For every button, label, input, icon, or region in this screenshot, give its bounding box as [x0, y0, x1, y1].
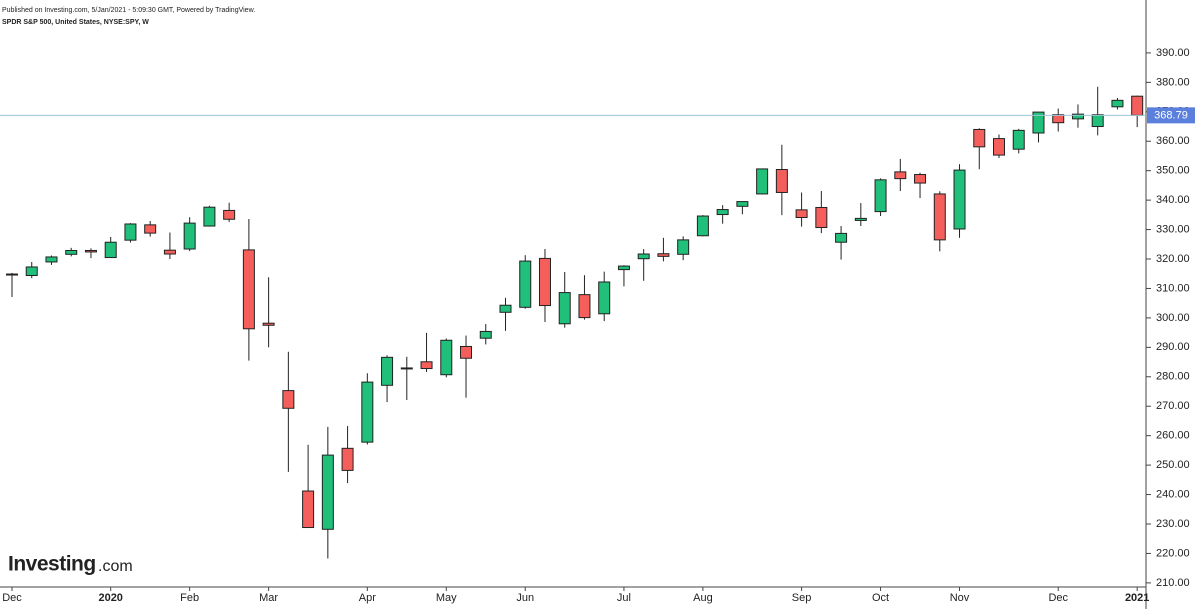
candle-body — [242, 249, 255, 330]
candle-body — [558, 292, 571, 325]
candle-body — [993, 138, 1005, 156]
candle-body — [1032, 111, 1045, 134]
candle-body — [874, 179, 887, 213]
x-tick-label: Aug — [693, 592, 713, 604]
x-tick-label: 2021 — [1125, 592, 1149, 604]
candle-body — [736, 201, 749, 207]
candle-body — [321, 454, 334, 530]
logo-suffix: .com — [98, 558, 133, 575]
candle-body — [282, 390, 295, 409]
candle-body — [677, 239, 690, 255]
candle-body — [1052, 114, 1065, 124]
y-tick-label: 210.00 — [1156, 577, 1190, 589]
x-tick-label: Feb — [180, 592, 199, 604]
candle-body — [124, 223, 137, 241]
y-tick-label: 290.00 — [1156, 341, 1190, 353]
candle-body — [84, 249, 97, 253]
candle-body — [499, 304, 512, 313]
candle-body — [835, 232, 848, 243]
candle-body — [6, 273, 18, 276]
candle-body — [420, 361, 433, 370]
candle-body — [637, 253, 650, 260]
candle-body — [302, 490, 315, 529]
candle-body — [914, 174, 927, 184]
candle-body — [657, 253, 670, 257]
y-tick-label: 340.00 — [1156, 194, 1190, 206]
candle-body — [696, 215, 709, 237]
candle-body — [756, 168, 769, 195]
x-tick-label: Dec — [1048, 592, 1068, 604]
candle-body — [795, 209, 808, 218]
candle-body — [381, 356, 394, 386]
candle-body — [400, 367, 413, 370]
candle-body — [854, 217, 867, 221]
y-tick-label: 310.00 — [1156, 282, 1190, 294]
candle-body — [65, 249, 78, 255]
candle-body — [815, 206, 828, 229]
candle-body — [223, 209, 236, 220]
x-tick-label: Nov — [950, 592, 970, 604]
candle-body — [144, 224, 157, 234]
logo: Investing .com — [8, 553, 133, 576]
candle-body — [479, 330, 492, 339]
candle-body — [104, 241, 117, 259]
x-tick-label: Sep — [792, 592, 812, 604]
x-tick-label: Jun — [516, 592, 534, 604]
candle-body — [598, 281, 611, 315]
x-tick-label: May — [436, 592, 457, 604]
y-tick-label: 380.00 — [1156, 76, 1190, 88]
x-tick-label: 2020 — [98, 592, 122, 604]
candle-body — [894, 171, 907, 180]
x-tick-label: Oct — [872, 592, 889, 604]
candle-body — [440, 339, 453, 376]
candle-body — [617, 265, 630, 271]
candle-body — [973, 128, 986, 148]
y-tick-label: 390.00 — [1156, 47, 1190, 59]
candle-body — [460, 345, 473, 359]
x-tick-label: Jul — [617, 592, 631, 604]
last-price-box — [1147, 107, 1195, 124]
y-tick-label: 350.00 — [1156, 165, 1190, 177]
candle-body — [361, 381, 374, 443]
y-tick-label: 320.00 — [1156, 253, 1190, 265]
last-price-label: 368.79 — [1154, 109, 1188, 121]
candle-body — [775, 169, 788, 193]
candle-body — [933, 193, 946, 241]
candle-body — [953, 169, 966, 230]
candle-body — [1071, 113, 1084, 120]
candle-body — [538, 257, 551, 307]
x-tick-label: Dec — [2, 592, 22, 604]
x-tick-label: Apr — [359, 592, 376, 604]
candle-body — [519, 260, 532, 308]
candle-body — [1091, 114, 1104, 128]
candle-body — [45, 256, 58, 263]
candle-body — [1111, 99, 1124, 108]
y-tick-label: 360.00 — [1156, 135, 1190, 147]
logo-name: Investing — [8, 553, 96, 576]
candle-body — [1012, 129, 1025, 150]
candle-body — [716, 209, 729, 216]
y-tick-label: 330.00 — [1156, 223, 1190, 235]
candle-body — [341, 447, 354, 471]
y-tick-label: 250.00 — [1156, 459, 1190, 471]
y-tick-label: 230.00 — [1156, 518, 1190, 530]
y-tick-label: 240.00 — [1156, 488, 1190, 500]
candle-body — [262, 322, 275, 326]
y-tick-label: 220.00 — [1156, 547, 1190, 559]
candle-body — [25, 266, 38, 276]
candle-body — [203, 206, 216, 227]
y-tick-label: 280.00 — [1156, 371, 1190, 383]
candle-body — [578, 294, 591, 319]
candle-body — [183, 222, 196, 250]
x-tick-label: Mar — [259, 592, 278, 604]
candle-body — [1131, 95, 1144, 116]
chart-title: SPDR S&P 500, United States, NYSE:SPY, W — [2, 19, 149, 26]
published-note: Published on Investing.com, 5/Jan/2021 -… — [2, 7, 255, 14]
y-tick-label: 270.00 — [1156, 400, 1190, 412]
y-tick-label: 300.00 — [1156, 312, 1190, 324]
candle-body — [163, 249, 176, 255]
y-tick-label: 260.00 — [1156, 430, 1190, 442]
